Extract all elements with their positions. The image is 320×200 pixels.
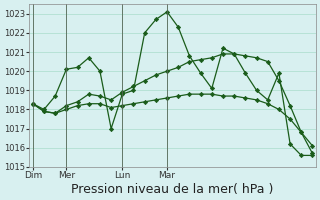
X-axis label: Pression niveau de la mer( hPa ): Pression niveau de la mer( hPa ) xyxy=(71,183,274,196)
